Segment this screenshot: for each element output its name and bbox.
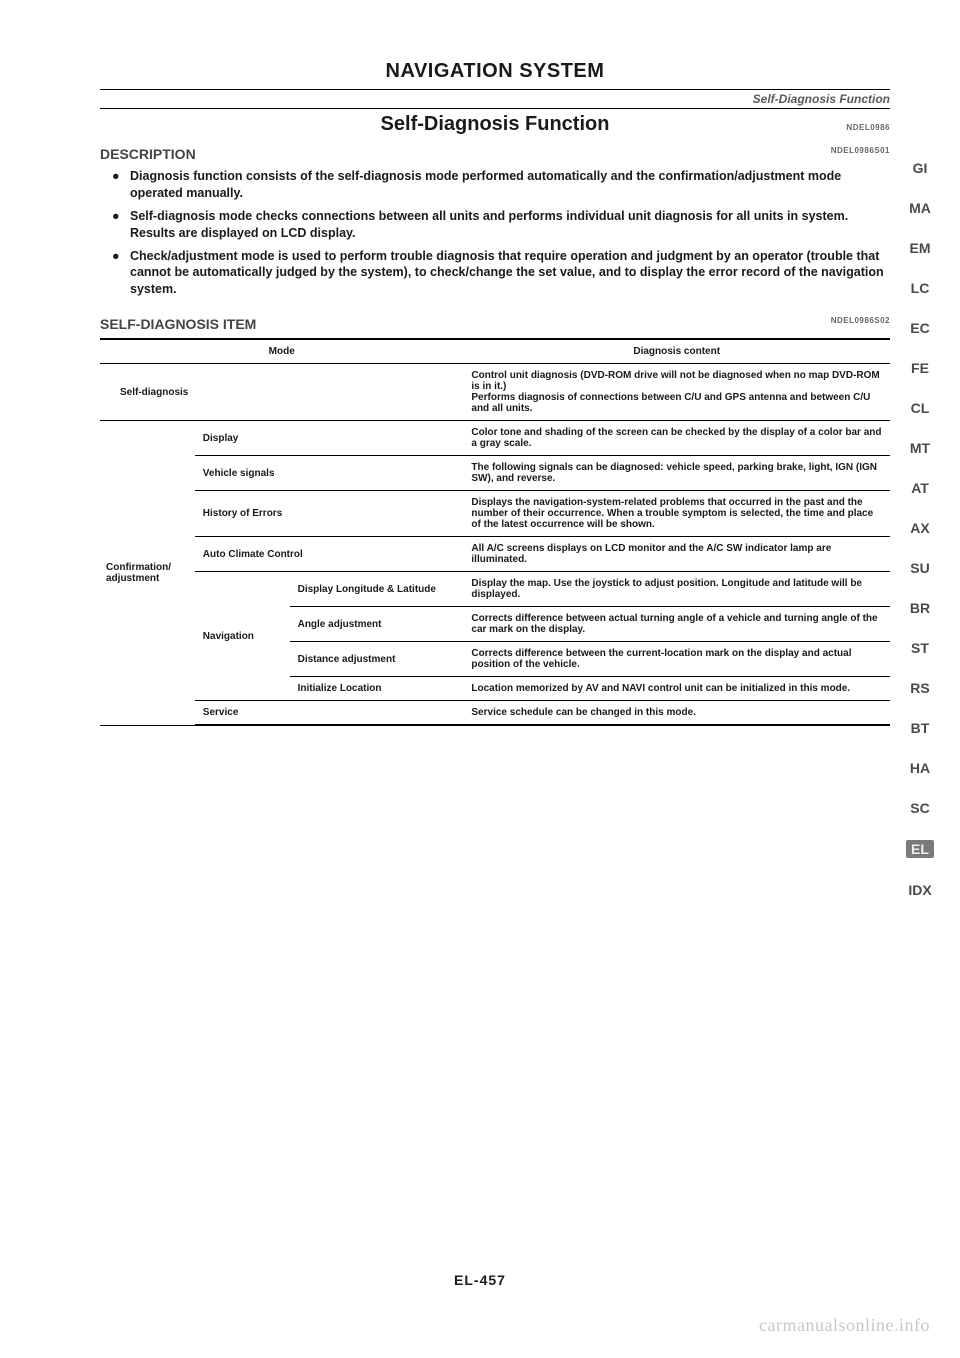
toc-item[interactable]: SU <box>906 560 934 576</box>
toc-item[interactable]: RS <box>906 680 934 696</box>
content-cell: All A/C screens displays on LCD monitor … <box>463 537 890 572</box>
item-ref: NDEL0986S02 <box>831 316 890 325</box>
manual-page: NAVIGATION SYSTEM Self-Diagnosis Functio… <box>0 0 960 1358</box>
table-row: Confirmation/ adjustment Display Color t… <box>100 421 890 456</box>
nav-group-cell: Navigation <box>195 572 290 701</box>
toc-item[interactable]: HA <box>906 760 934 776</box>
section-title-text: Self-Diagnosis Function <box>381 113 610 135</box>
toc-item[interactable]: AT <box>906 480 934 496</box>
section-index: GI MA EM LC EC FE CL MT AT AX SU BR ST R… <box>906 160 934 898</box>
toc-item[interactable]: SC <box>906 800 934 816</box>
section-title: Self-Diagnosis Function NDEL0986 <box>100 113 890 136</box>
table-row: History of Errors Displays the navigatio… <box>100 491 890 537</box>
group-cell: Confirmation/ adjustment <box>100 421 195 726</box>
sub-cell: Service <box>195 701 464 726</box>
table-row: Navigation Display Longitude & Latitude … <box>100 572 890 607</box>
content-cell: Displays the navigation-system-related p… <box>463 491 890 537</box>
toc-item[interactable]: IDX <box>906 882 934 898</box>
sub-cell: Vehicle signals <box>195 456 464 491</box>
toc-item[interactable]: MT <box>906 440 934 456</box>
description-paragraph: Diagnosis function consists of the self-… <box>130 168 890 202</box>
toc-item[interactable]: MA <box>906 200 934 216</box>
sub-cell: Angle adjustment <box>290 607 464 642</box>
system-title: NAVIGATION SYSTEM <box>100 60 890 83</box>
content-cell: Corrects difference between the current-… <box>463 642 890 677</box>
sub-cell: Auto Climate Control <box>195 537 464 572</box>
toc-item[interactable]: BT <box>906 720 934 736</box>
sub-cell: History of Errors <box>195 491 464 537</box>
page-number: EL-457 <box>0 1272 960 1288</box>
table-row: Service Service schedule can be changed … <box>100 701 890 726</box>
toc-item-active[interactable]: EL <box>906 840 934 858</box>
table-row: Self-diagnosis Control unit diagnosis (D… <box>100 364 890 421</box>
content-cell: Corrects difference between actual turni… <box>463 607 890 642</box>
sub-cell: Initialize Location <box>290 677 464 701</box>
table-header-row: Mode Diagnosis content <box>100 339 890 364</box>
col-mode: Mode <box>100 339 463 364</box>
content-cell: Display the map. Use the joystick to adj… <box>463 572 890 607</box>
content-cell: The following signals can be diagnosed: … <box>463 456 890 491</box>
content-cell: Control unit diagnosis (DVD-ROM drive wi… <box>463 364 890 421</box>
toc-item[interactable]: BR <box>906 600 934 616</box>
sub-cell: Distance adjustment <box>290 642 464 677</box>
toc-item[interactable]: AX <box>906 520 934 536</box>
item-heading-text: SELF-DIAGNOSIS ITEM <box>100 316 256 332</box>
description-heading-text: DESCRIPTION <box>100 146 196 162</box>
toc-item[interactable]: LC <box>906 280 934 296</box>
content-cell: Service schedule can be changed in this … <box>463 701 890 726</box>
toc-item[interactable]: EC <box>906 320 934 336</box>
diagnosis-table: Mode Diagnosis content Self-diagnosis Co… <box>100 338 890 726</box>
table-row: Vehicle signals The following signals ca… <box>100 456 890 491</box>
watermark: carmanualsonline.info <box>759 1315 930 1336</box>
section-ref: NDEL0986 <box>846 123 890 132</box>
toc-item[interactable]: CL <box>906 400 934 416</box>
subhead-bar: Self-Diagnosis Function <box>100 89 890 109</box>
description-heading: DESCRIPTION NDEL0986S01 <box>100 146 890 162</box>
mode-cell: Self-diagnosis <box>100 364 463 421</box>
sub-cell: Display <box>195 421 464 456</box>
sub-cell: Display Longitude & Latitude <box>290 572 464 607</box>
description-paragraph: Self-diagnosis mode checks connections b… <box>130 208 890 242</box>
toc-item[interactable]: ST <box>906 640 934 656</box>
table-row: Auto Climate Control All A/C screens dis… <box>100 537 890 572</box>
content-cell: Location memorized by AV and NAVI contro… <box>463 677 890 701</box>
toc-item[interactable]: EM <box>906 240 934 256</box>
toc-item[interactable]: FE <box>906 360 934 376</box>
toc-item[interactable]: GI <box>906 160 934 176</box>
description-paragraph: Check/adjustment mode is used to perform… <box>130 248 890 299</box>
description-ref: NDEL0986S01 <box>831 146 890 155</box>
item-heading: SELF-DIAGNOSIS ITEM NDEL0986S02 <box>100 316 890 332</box>
content-cell: Color tone and shading of the screen can… <box>463 421 890 456</box>
col-content: Diagnosis content <box>463 339 890 364</box>
